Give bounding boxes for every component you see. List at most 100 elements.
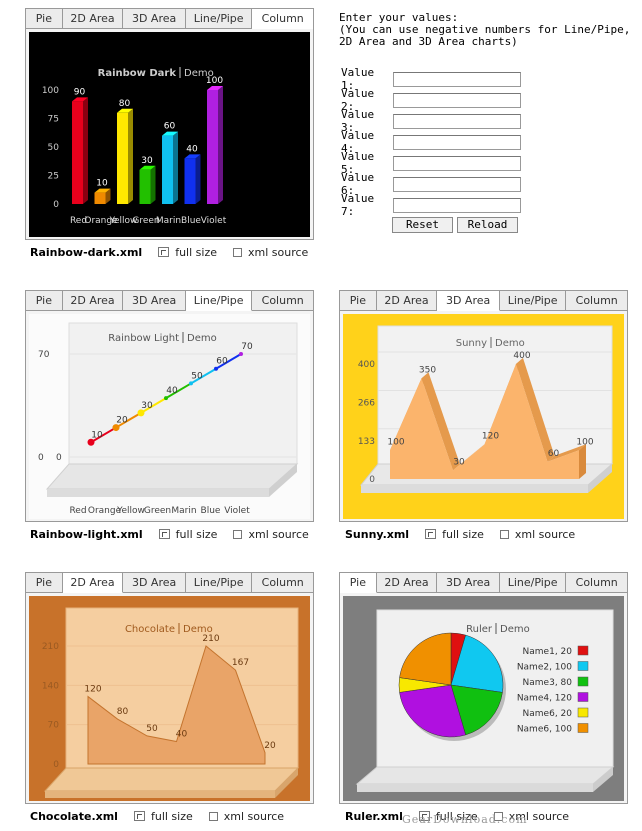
value-3-input[interactable] [393,113,521,129]
plot-floor-side [269,464,297,497]
data-label: 10 [96,179,108,189]
tab-pie[interactable]: Pie [26,291,63,311]
xml-source-link[interactable]: xml source [233,527,309,541]
values-form: Enter your values: (You can use negative… [339,12,639,48]
tab-3d-area[interactable]: 3D Area [123,573,186,593]
panel-sunny: Pie 2D Area 3D Area Line/Pipe Column Sun… [339,290,628,522]
plot-floor-edge [357,784,593,792]
tab-2d-area[interactable]: 2D Area [62,573,124,593]
bar-top [207,86,223,90]
data-label: 10 [91,430,103,440]
tab-3d-area[interactable]: 3D Area [437,573,500,593]
full-size-link[interactable]: full size [418,810,478,823]
y-tick-label: 70 [48,721,60,731]
pie-chart: Ruler Demo Name1, 20 Name2, 100 Name3, 80 Nam… [355,609,615,792]
value-7-input[interactable] [393,197,521,213]
chart-chocolate: Chocolate Demo 0 70 140 210 120 80 50 40 210 167 20 [29,596,310,801]
tab-pie[interactable]: Pie [340,573,377,593]
full-size-link[interactable]: full size [133,810,193,823]
xml-source-label: xml source [248,527,309,541]
tab-column[interactable]: Column [252,291,313,311]
tab-column[interactable]: Column [252,573,313,593]
checkbox-icon[interactable] [499,529,509,539]
data-label: 400 [513,351,530,361]
tab-column[interactable]: Column [252,9,313,29]
reload-button[interactable]: Reload [457,217,518,233]
value-6-input[interactable] [393,176,521,192]
data-label: 60 [216,357,228,367]
full-size-link[interactable]: full size [425,528,484,541]
xml-source-label: xml source [514,527,576,541]
legend-swatch [577,723,589,733]
x-tick-label: Orange [88,506,122,516]
tab-3d-area[interactable]: 3D Area [437,291,500,311]
data-label: 120 [482,432,499,442]
tab-line-pipe[interactable]: Line/Pipe [185,573,253,593]
checkbox-icon[interactable] [233,529,243,539]
full-size-label: full size [175,245,217,259]
panel-rainbow-dark: Pie 2D Area 3D Area Line/Pipe Column Rai… [25,8,314,240]
tab-column[interactable]: Column [566,573,627,593]
value-1-input[interactable] [393,71,521,87]
x-tick-label: Marin [156,216,181,226]
legend-label: Name4, 120 [517,694,572,704]
x-tick-label: Yellow [109,216,138,226]
data-label: 210 [202,634,219,644]
line-segment [215,353,242,370]
chart-title: Ruler [466,624,493,635]
reset-button[interactable]: Reset [392,217,453,233]
tab-line-pipe[interactable]: Line/Pipe [185,291,253,311]
value-4-input[interactable] [393,134,521,150]
chart-tabs: Pie 2D Area 3D Area Line/Pipe Column [26,291,313,311]
bar [94,192,106,204]
plot-floor-side [588,464,612,493]
x-tick-label: Blue [201,506,221,516]
x-tick-label: Blue [181,216,201,226]
value-label: Value 4: [341,129,375,155]
checkbox-icon[interactable] [208,811,218,821]
tab-line-pipe[interactable]: Line/Pipe [499,573,567,593]
tab-2d-area[interactable]: 2D Area [376,291,438,311]
tab-2d-area[interactable]: 2D Area [62,9,124,29]
xml-source-link[interactable]: xml source [208,810,284,823]
tab-pie[interactable]: Pie [26,573,63,593]
tab-3d-area[interactable]: 3D Area [123,9,186,29]
chart-subtitle: Demo [495,338,525,349]
plot-floor-side [275,768,298,798]
file-name: Rainbow-dark.xml [30,245,143,259]
value-2-input[interactable] [393,92,521,108]
panel-chocolate: Pie 2D Area 3D Area Line/Pipe Column Cho… [25,572,314,804]
tab-line-pipe[interactable]: Line/Pipe [499,291,567,311]
xml-source-link[interactable]: xml source [499,527,576,541]
xml-source-link[interactable]: xml source [233,246,308,259]
data-label: 20 [264,741,276,751]
file-name: Chocolate.xml [30,809,118,823]
y-tick-label: 133 [358,437,375,447]
tab-3d-area[interactable]: 3D Area [123,291,186,311]
checkbox-icon[interactable] [493,811,503,821]
xml-source-link[interactable]: xml source [493,810,569,823]
value-5-input[interactable] [393,155,521,171]
full-size-link[interactable]: full size [158,528,217,541]
tab-column[interactable]: Column [566,291,627,311]
value-label: Value 5: [341,150,375,176]
chart-subtitle: Demo [187,333,217,344]
bar [139,169,151,204]
bar-side [218,86,223,204]
line-segment [140,397,167,414]
chart-rainbow-dark: Rainbow Dark Demo 0 25 50 75 100 90 Red 10 Orange 8… [29,32,310,237]
y-tick-label: 25 [48,172,59,182]
chart-subtitle: Demo [183,624,213,635]
tab-line-pipe[interactable]: Line/Pipe [185,9,253,29]
y-tick-label: 75 [48,115,59,125]
tab-2d-area[interactable]: 2D Area [62,291,124,311]
pie-slice [399,684,466,738]
full-size-link[interactable]: full size [158,246,217,259]
chart-tabs: Pie 2D Area 3D Area Line/Pipe Column [340,573,627,593]
plot-floor [355,766,615,785]
tab-pie[interactable]: Pie [340,291,377,311]
chart-title: Sunny [456,338,487,349]
tab-2d-area[interactable]: 2D Area [376,573,438,593]
checkbox-icon[interactable] [233,247,242,257]
tab-pie[interactable]: Pie [26,9,63,29]
